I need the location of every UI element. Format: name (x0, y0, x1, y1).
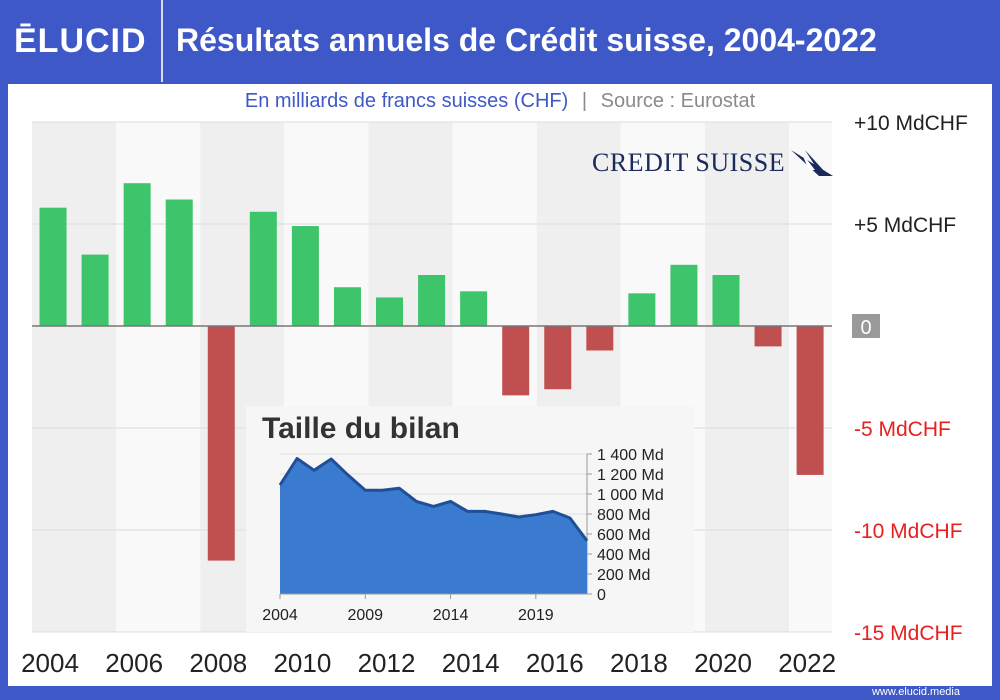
bar-2018 (628, 293, 656, 326)
x-tick-label: 2010 (273, 648, 331, 678)
source-label: Source : Eurostat (600, 90, 756, 112)
bar-2009 (249, 211, 277, 326)
inset-x-tick-label: 2014 (433, 607, 469, 624)
balance-sheet-area-chart: 1 400 Md 1 200 Md 1 000 Md 800 Md 600 Md 400 … (262, 447, 664, 624)
column-stripe (704, 122, 790, 632)
y-tick-label-0: 0 (860, 317, 871, 339)
bar-2020 (712, 275, 740, 326)
bar-2007 (165, 199, 193, 326)
header: ĒLUCID Résultats annuels de Crédit suiss… (0, 0, 1000, 82)
footer-url[interactable]: www.elucid.media (871, 686, 960, 698)
zero-label-box (852, 314, 880, 338)
x-tick-label: 2008 (189, 648, 247, 678)
balance-sheet-area (280, 458, 587, 594)
credit-suisse-logo: CREDIT SUISSE (592, 148, 835, 178)
x-tick-label: 2022 (778, 648, 836, 678)
balance-sheet-inset: Taille du bilan 1 400 Md 1 200 Md 1 000 Md… (246, 406, 694, 632)
header-divider (161, 0, 163, 82)
inset-y-tick-label: 1 200 Md (597, 467, 664, 484)
x-tick-label: 2020 (694, 648, 752, 678)
bar-2012 (376, 297, 404, 326)
bar-2005 (81, 254, 109, 326)
inset-title: Taille du bilan (262, 412, 460, 445)
chart-subtitle: En milliards de francs suisses (CHF) | S… (8, 90, 992, 113)
bar-2004 (39, 207, 67, 326)
bar-2015 (502, 326, 530, 396)
inset-y-tick-label: 0 (597, 587, 606, 604)
bar-2008 (207, 326, 235, 561)
bar-2011 (333, 287, 361, 326)
bar-2014 (460, 291, 488, 326)
inset-x-tick-label: 2019 (518, 607, 554, 624)
page-title: Résultats annuels de Crédit suisse, 2004… (176, 22, 877, 58)
sail-icon (791, 150, 834, 176)
inset-y-tick-label: 800 Md (597, 507, 650, 524)
x-tick-label: 2012 (358, 648, 416, 678)
x-tick-label: 2004 (21, 648, 79, 678)
balance-sheet-line (278, 457, 589, 542)
elucid-logo[interactable]: ĒLUCID (14, 22, 147, 60)
bar-2016 (544, 326, 572, 390)
column-stripe (32, 122, 117, 632)
bar-2006 (123, 183, 151, 326)
x-tick-label: 2014 (442, 648, 500, 678)
bar-2019 (670, 264, 698, 326)
y-tick-label: -10 MdCHF (854, 520, 963, 543)
bar-2013 (418, 275, 446, 326)
credit-suisse-wordmark: CREDIT SUISSE (592, 148, 786, 177)
inset-y-tick-label: 400 Md (597, 547, 650, 564)
bar-2010 (291, 226, 319, 326)
units-label: En milliards de francs suisses (CHF) (244, 90, 569, 112)
bar-2022 (796, 326, 824, 475)
x-tick-label: 2018 (610, 648, 668, 678)
inset-y-tick-label: 600 Md (597, 527, 650, 544)
subtitle-separator: | (581, 90, 588, 112)
chart-panel: +10 MdCHF +5 MdCHF 0 -5 MdCHF -10 MdCHF -15 M… (8, 84, 992, 686)
x-tick-label: 2006 (105, 648, 163, 678)
inset-y-tick-label: 200 Md (597, 567, 650, 584)
y-tick-label: -15 MdCHF (854, 622, 963, 645)
inset-y-tick-label: 1 000 Md (597, 487, 664, 504)
bar-2017 (586, 326, 614, 351)
inset-x-tick-label: 2004 (262, 607, 298, 624)
y-tick-label: -5 MdCHF (854, 418, 951, 441)
inset-y-tick-label: 1 400 Md (597, 447, 664, 464)
inset-x-tick-label: 2009 (347, 607, 383, 624)
y-tick-label: +5 MdCHF (854, 214, 956, 237)
x-tick-label: 2016 (526, 648, 584, 678)
y-tick-label: +10 MdCHF (854, 112, 968, 135)
bar-2021 (754, 326, 782, 347)
